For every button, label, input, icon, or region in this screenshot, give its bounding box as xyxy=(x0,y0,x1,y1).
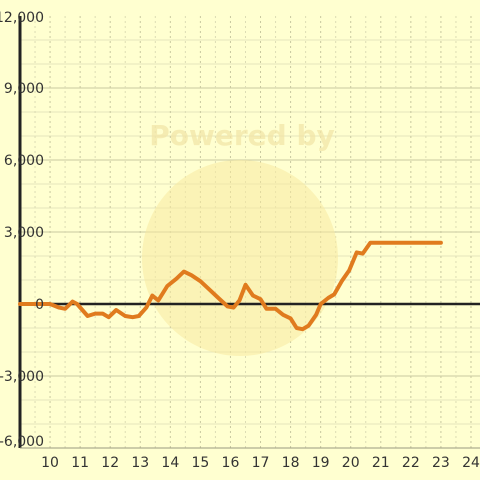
y-tick-label: 9,000 xyxy=(4,81,44,97)
x-tick-label: 12 xyxy=(101,455,119,471)
series-line xyxy=(18,240,443,332)
x-tick-label: 23 xyxy=(432,455,450,471)
x-tick-label: 13 xyxy=(131,455,149,471)
y-tick-label: 0 xyxy=(35,297,44,313)
watermark-text: Powered by xyxy=(149,119,335,152)
y-tick-label: 3,000 xyxy=(4,225,44,241)
x-tick-label: 14 xyxy=(161,455,179,471)
x-tick-label: 17 xyxy=(252,455,270,471)
x-tick-label: 20 xyxy=(342,455,360,471)
x-tick-label: 24 xyxy=(462,455,480,471)
watermark: Powered by xyxy=(142,119,338,356)
x-tick-label: 16 xyxy=(222,455,240,471)
x-tick-label: 22 xyxy=(402,455,420,471)
y-tick-label: 12,000 xyxy=(0,10,44,26)
x-tick-label: 21 xyxy=(372,455,390,471)
series-layer xyxy=(18,240,443,332)
x-tick-labels: 10 11 12 13 14 15 16 17 18 19 20 21 22 23 24 xyxy=(41,455,480,471)
x-tick-label: 19 xyxy=(312,455,330,471)
watermark-globe-icon xyxy=(142,160,338,356)
x-tick-label: 10 xyxy=(41,455,59,471)
y-tick-labels: -6,000 -3,000 0 3,000 6,000 9,000 12,000 xyxy=(0,10,44,450)
x-tick-label: 15 xyxy=(191,455,209,471)
axes xyxy=(18,16,480,449)
y-tick-label: -3,000 xyxy=(0,369,44,385)
y-tick-label: -6,000 xyxy=(0,434,44,450)
x-tick-label: 18 xyxy=(282,455,300,471)
y-tick-label: 6,000 xyxy=(4,153,44,169)
x-tick-label: 11 xyxy=(71,455,89,471)
